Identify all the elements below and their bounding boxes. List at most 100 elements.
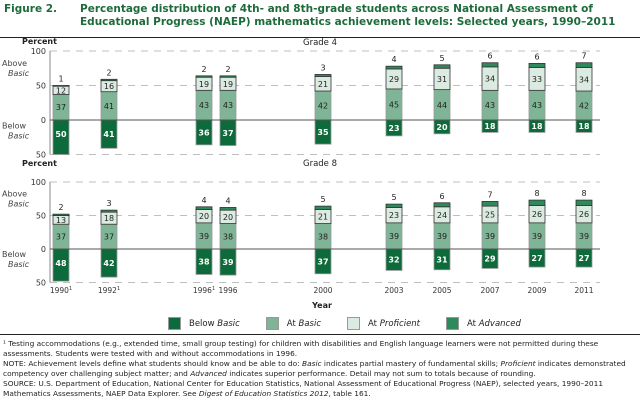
data-label-at-advanced: 6 (439, 192, 444, 201)
data-label-at-advanced: 2 (225, 65, 230, 74)
data-label-at-advanced: 4 (225, 196, 230, 205)
data-label-at-basic: 39 (485, 232, 495, 241)
notes: ¹ Testing accommodations (e.g., extended… (3, 339, 639, 399)
data-label-below-basic: 23 (388, 124, 399, 133)
data-label-below-basic: 35 (317, 128, 329, 137)
data-label-at-proficient: 34 (579, 75, 589, 84)
legend-swatch (446, 317, 460, 330)
data-label-at-advanced: 5 (391, 193, 396, 202)
legend: Below Basic At Basic At Proficient At Ad… (168, 317, 521, 330)
bar-at-advanced (195, 75, 213, 78)
data-label-at-advanced: 6 (487, 52, 492, 61)
legend-label: At Proficient (368, 318, 421, 329)
bar-at-advanced (481, 201, 499, 207)
data-label-at-basic: 42 (318, 102, 328, 111)
data-label-at-basic: 45 (389, 100, 399, 109)
data-label-below-basic: 18 (578, 122, 590, 131)
below-basic-label: Below Basic (2, 121, 30, 140)
x-tick-label: 2000 (313, 286, 332, 295)
data-label-at-basic: 41 (104, 102, 114, 111)
bar-at-advanced (195, 206, 213, 210)
data-label-at-advanced: 6 (534, 52, 539, 61)
source: SOURCE: U.S. Department of Education, Na… (3, 379, 604, 398)
data-label-below-basic: 18 (484, 122, 496, 131)
y-axis-label: Percent (22, 37, 57, 46)
data-label-at-advanced: 1 (58, 75, 63, 84)
data-label-at-basic: 43 (532, 101, 542, 110)
bar-at-advanced (433, 64, 451, 69)
note: NOTE: Achievement levels define what stu… (3, 359, 626, 378)
data-label-below-basic: 31 (436, 255, 448, 264)
above-basic-label: Above Basic (2, 190, 30, 209)
y-tick-label: 50 (36, 279, 46, 288)
legend-item-below-basic: Below Basic (168, 317, 240, 330)
legend-label: At Advanced (467, 318, 521, 329)
data-label-at-proficient: 23 (389, 211, 399, 220)
data-label-below-basic: 18 (531, 122, 543, 131)
data-label-at-advanced: 4 (201, 196, 206, 205)
bar-at-advanced (528, 199, 546, 206)
data-label-at-basic: 37 (56, 233, 66, 242)
y-tick-label: 100 (31, 47, 46, 56)
bar-at-advanced (481, 62, 499, 68)
bar-at-advanced (52, 85, 70, 87)
data-label-at-proficient: 21 (318, 213, 328, 222)
bar-at-advanced (575, 199, 593, 206)
data-label-at-advanced: 5 (320, 195, 325, 204)
data-label-at-basic: 42 (579, 102, 589, 111)
x-tick-label: 2007 (480, 286, 499, 295)
panel-title: Grade 8 (303, 159, 337, 169)
data-label-at-proficient: 34 (485, 75, 495, 84)
panel-title: Grade 4 (303, 38, 337, 48)
above-basic-label: Above Basic (2, 59, 30, 78)
x-tick-label: 1996 (218, 286, 237, 295)
data-label-below-basic: 39 (222, 258, 234, 267)
data-label-at-advanced: 3 (106, 199, 111, 208)
bar-at-advanced (100, 78, 118, 82)
data-label-at-advanced: 8 (581, 189, 586, 198)
data-label-at-advanced: 3 (320, 63, 325, 72)
data-label-at-proficient: 18 (104, 214, 114, 223)
data-label-at-proficient: 25 (485, 210, 495, 219)
data-label-at-basic: 37 (104, 233, 114, 242)
legend-item-at-proficient: At Proficient (347, 317, 420, 330)
legend-label: At Basic (286, 318, 322, 329)
data-label-below-basic: 42 (103, 259, 114, 268)
bar-at-advanced (528, 63, 546, 68)
data-label-at-proficient: 21 (318, 80, 328, 89)
bar-at-advanced (219, 75, 237, 78)
x-tick-label: 2003 (384, 286, 403, 295)
data-label-at-basic: 43 (199, 101, 209, 110)
legend-swatch (168, 317, 181, 330)
data-label-below-basic: 37 (222, 129, 233, 138)
data-label-at-proficient: 33 (532, 75, 542, 84)
header-rule (0, 37, 640, 38)
data-label-at-basic: 44 (437, 101, 447, 110)
y-tick-label: 50 (36, 151, 46, 160)
legend-swatch (347, 317, 361, 330)
x-tick-label: 19921 (98, 286, 120, 295)
data-label-below-basic: 48 (55, 259, 67, 268)
y-tick-label: 50 (36, 212, 46, 221)
data-label-below-basic: 36 (198, 128, 210, 137)
data-label-below-basic: 50 (55, 130, 67, 139)
data-label-at-basic: 39 (199, 232, 209, 241)
data-label-at-proficient: 16 (104, 82, 114, 91)
legend-item-at-basic: At Basic (265, 317, 322, 330)
bar-at-advanced (575, 62, 593, 68)
figure-label: Figure 2. (4, 3, 58, 15)
data-label-at-proficient: 20 (199, 212, 209, 221)
data-label-at-proficient: 19 (199, 80, 209, 89)
legend-label: Below Basic (189, 318, 240, 329)
data-label-at-basic: 38 (318, 232, 328, 241)
data-label-at-advanced: 8 (534, 189, 539, 198)
data-label-at-proficient: 29 (389, 75, 399, 84)
data-label-at-basic: 38 (223, 232, 233, 241)
data-label-at-basic: 43 (485, 101, 495, 110)
data-label-at-advanced: 5 (439, 54, 444, 63)
data-label-below-basic: 29 (484, 255, 496, 264)
data-label-at-basic: 39 (532, 232, 542, 241)
below-basic-label: Below Basic (2, 250, 30, 269)
data-label-at-basic: 37 (56, 103, 66, 112)
data-label-at-basic: 39 (389, 232, 399, 241)
